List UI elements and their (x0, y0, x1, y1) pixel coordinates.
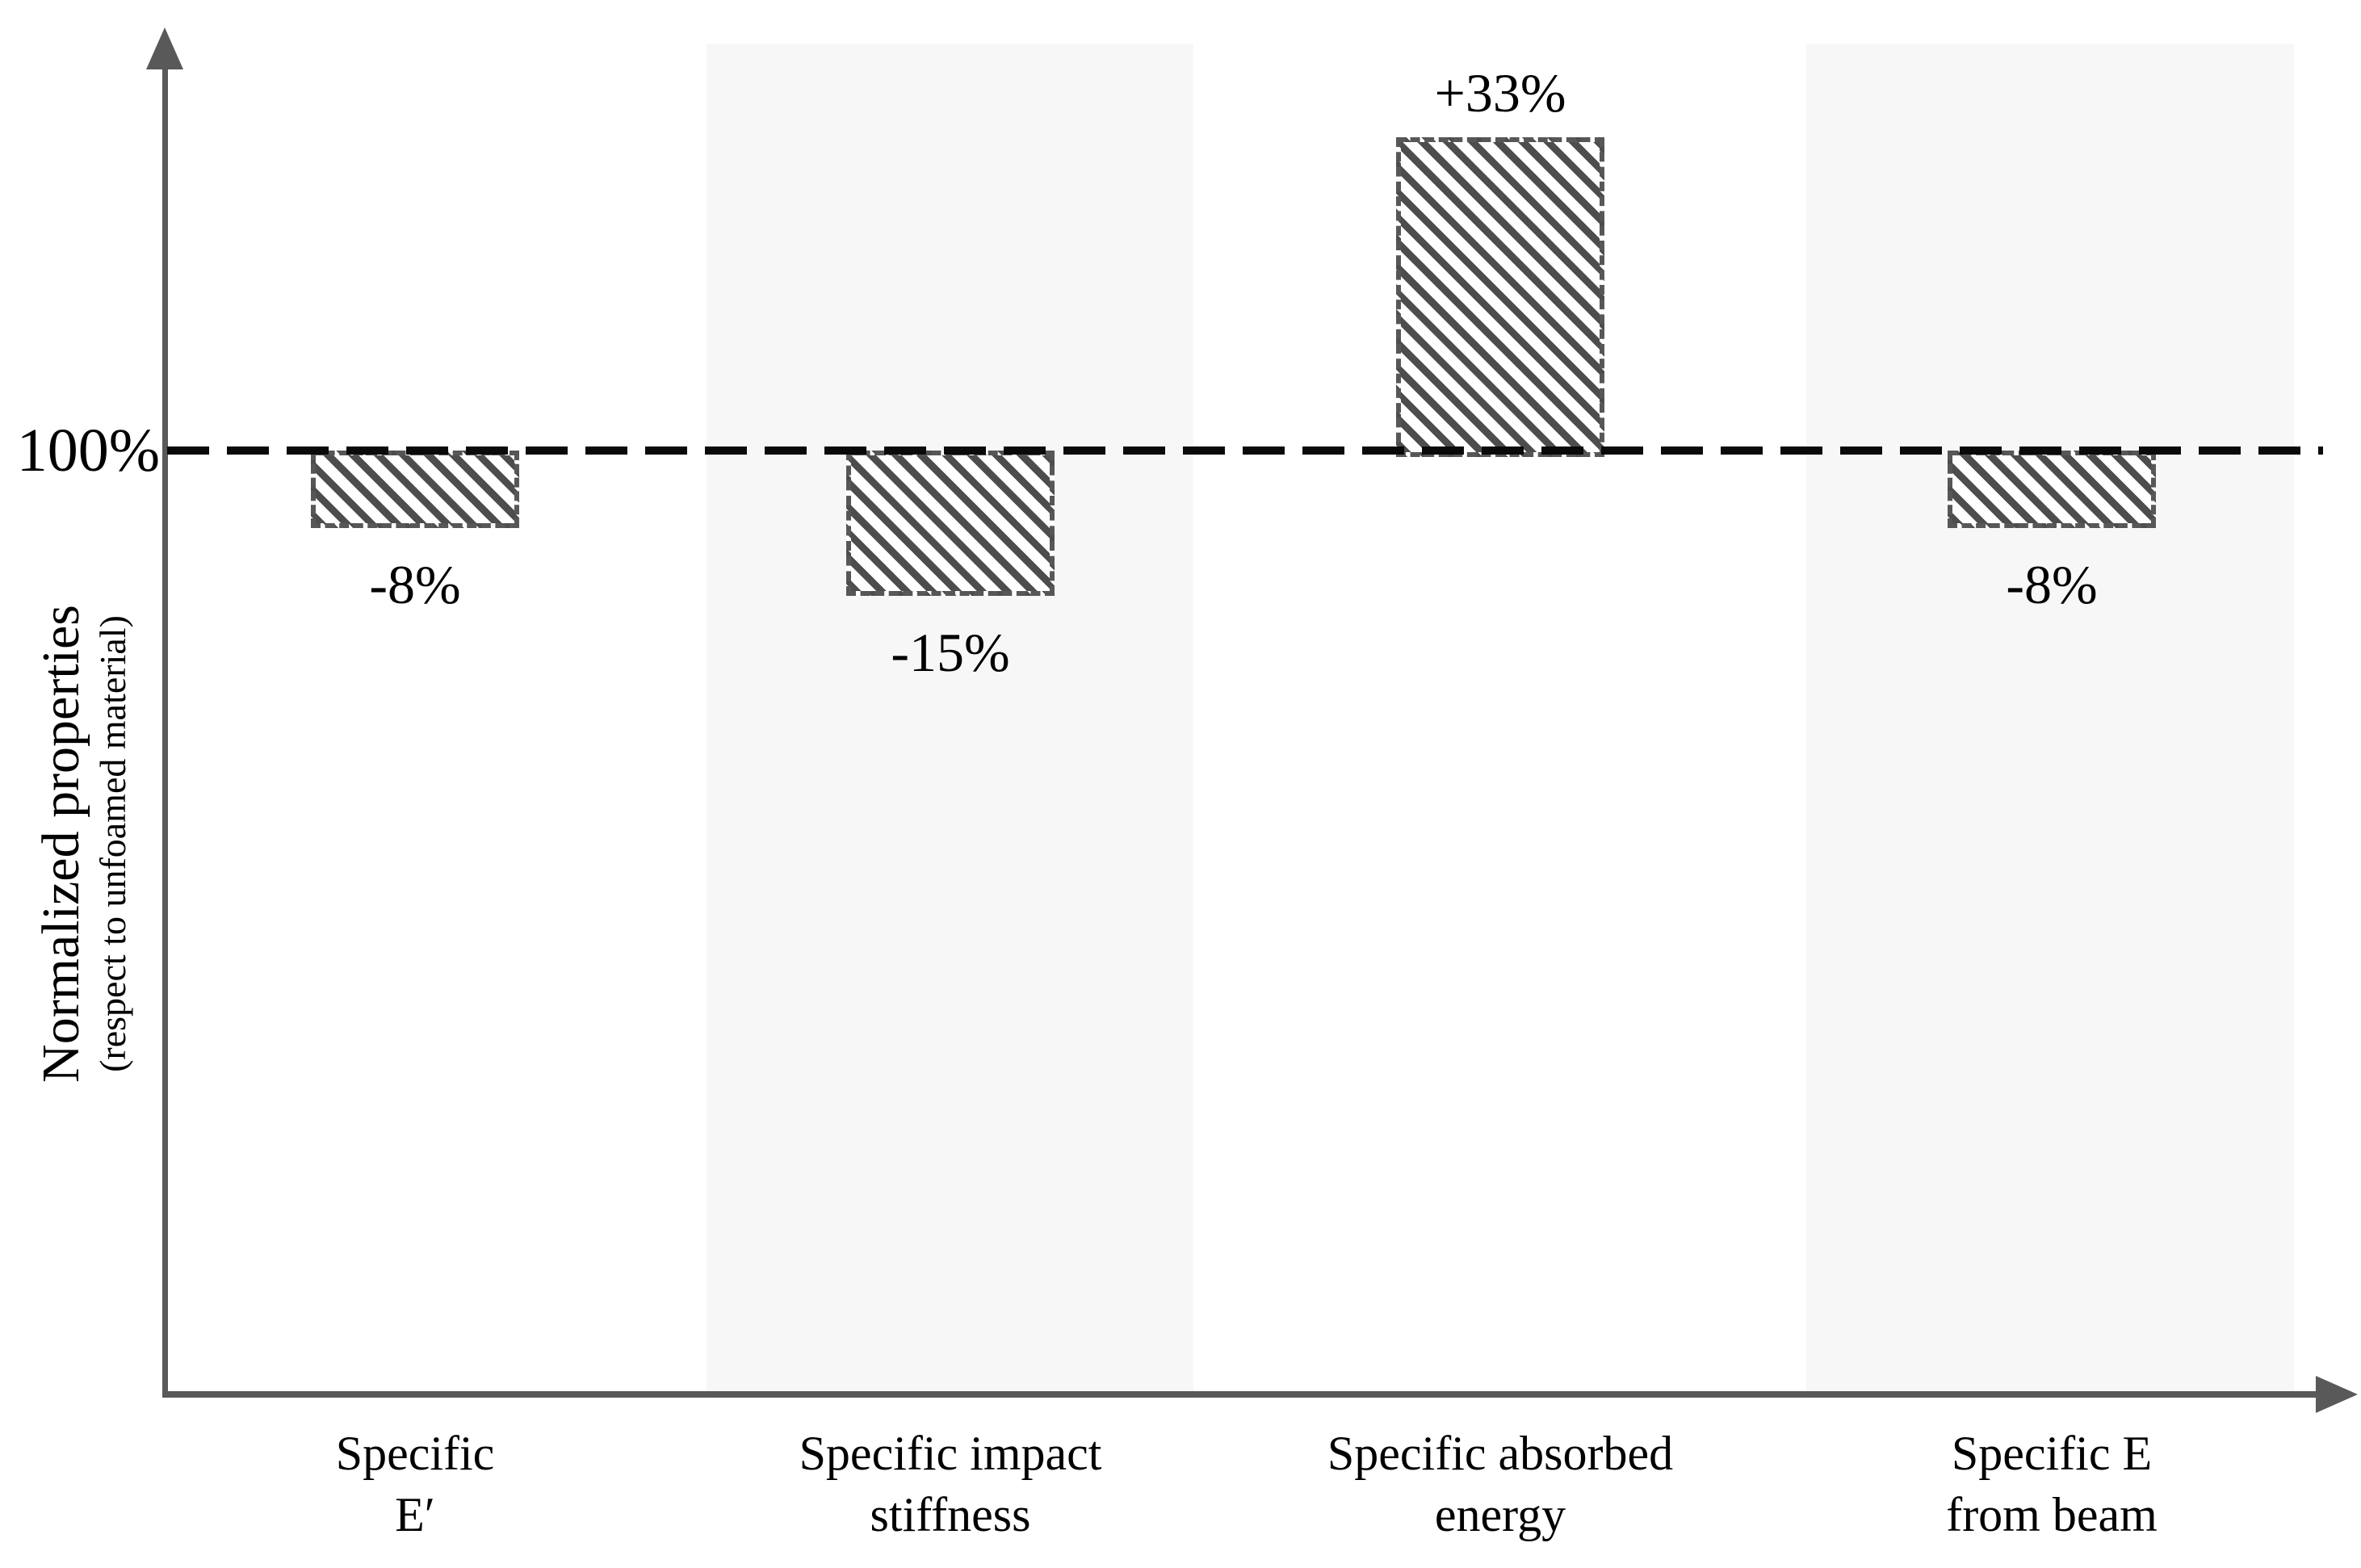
x-category-label-specific-absorbed-energy: Specific absorbed energy (1218, 1423, 1783, 1545)
bar-specific-impact-stiffness (846, 451, 1055, 596)
x-category-label-specific-e-from-beam: Specific E from beam (1769, 1423, 2334, 1545)
bar-value-label: -8% (369, 554, 461, 615)
category-line: energy (1434, 1488, 1566, 1541)
category-line: E′ (395, 1488, 435, 1541)
y-axis-title-main: Normalized properties (31, 605, 90, 1083)
bar-specific-e-from-beam (1948, 451, 2156, 528)
x-axis-line (162, 1391, 2324, 1398)
bar-value-label: -8% (2006, 554, 2098, 615)
x-axis-arrow-icon (2316, 1376, 2358, 1413)
column-highlight-band-2 (707, 44, 1193, 1392)
y-axis-arrow-icon (146, 27, 183, 69)
bar-specific-absorbed-energy (1396, 137, 1604, 457)
category-line: Specific E (1951, 1427, 2153, 1480)
column-highlight-band-4 (1806, 44, 2294, 1392)
y-axis-title: Normalized properties (respect to unfoam… (31, 480, 135, 1207)
y-axis-line (162, 58, 168, 1398)
category-line: from beam (1946, 1488, 2158, 1541)
category-line: Specific (335, 1427, 495, 1480)
category-line: stiffness (870, 1488, 1031, 1541)
y-axis-title-sub: (respect to unfoamed material) (92, 615, 133, 1072)
x-category-label-specific-impact-stiffness: Specific impact stiffness (668, 1423, 1233, 1545)
bar-value-label: +33% (1434, 62, 1566, 124)
baseline-100-percent-line (167, 447, 2323, 455)
bar-value-label: -15% (891, 622, 1010, 683)
bar-specific-e-prime (311, 451, 519, 528)
baseline-100-percent-label: 100% (16, 417, 160, 484)
category-line: Specific absorbed (1327, 1427, 1674, 1480)
category-line: Specific impact (799, 1427, 1102, 1480)
x-category-label-specific-e-prime: Specific E′ (132, 1423, 698, 1545)
